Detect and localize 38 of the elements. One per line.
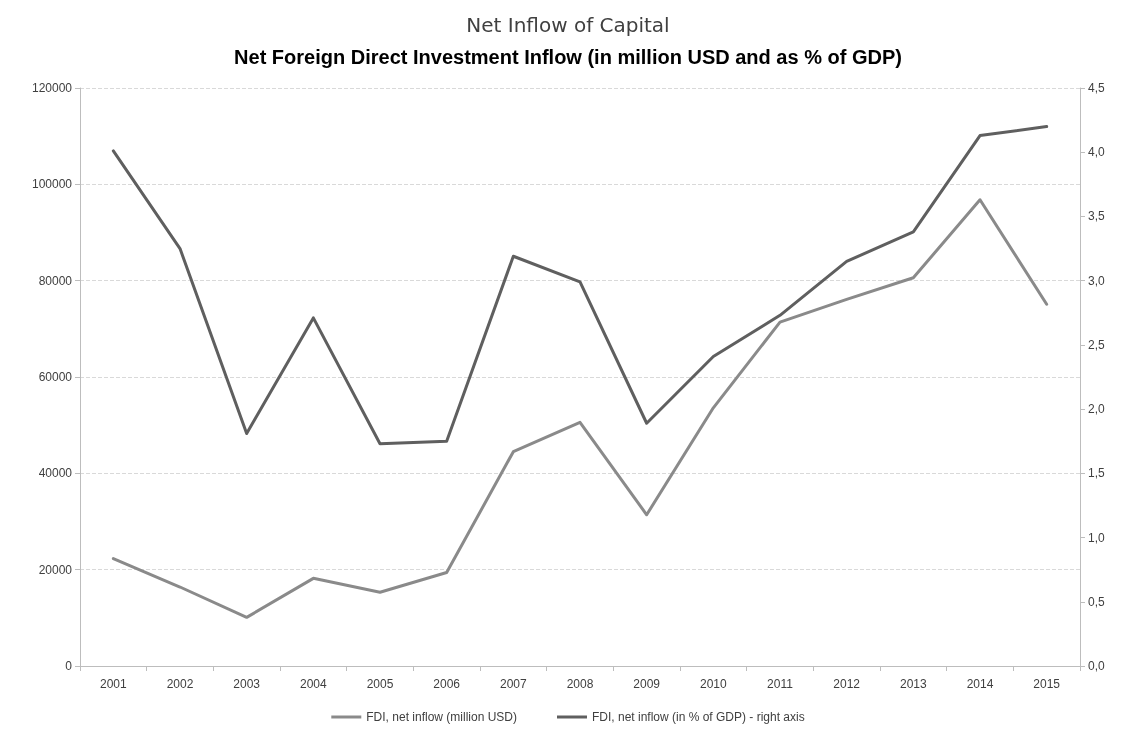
x-tick-label: 2012: [833, 677, 861, 691]
y-tick-label: 0: [65, 659, 73, 673]
y2-tick-label: 2,0: [1088, 402, 1106, 417]
y2-tick-label: 1,0: [1088, 530, 1106, 545]
x-tick-label: 2006: [433, 677, 461, 691]
x-tick-label: 2014: [966, 677, 994, 691]
x-tick-label: 2011: [767, 677, 794, 691]
y2-tick-label: 2,5: [1088, 337, 1106, 352]
chart-subtitle: Net Foreign Direct Investment Inflow (in million USD and as % of GDP): [234, 46, 902, 68]
x-tick-label: 2010: [699, 677, 727, 691]
y-tick-label: 100000: [31, 177, 73, 192]
x-tick-label: 2002: [166, 677, 194, 691]
legend-label: FDI, net inflow (million USD): [366, 710, 517, 724]
x-tick-label: 2004: [299, 677, 327, 691]
line-series: [111, 198, 1049, 619]
x-tick-label: 2003: [233, 677, 261, 691]
chart-title: Net Inflow of Capital: [466, 13, 670, 37]
y-tick-label: 20000: [38, 562, 73, 577]
y2-tick-label: 4,5: [1088, 81, 1106, 95]
y-tick-label: 80000: [38, 273, 73, 288]
y-tick-label: 60000: [38, 370, 73, 384]
y2-tick-label: 3,5: [1088, 209, 1106, 224]
x-tick-label: 2015: [1033, 677, 1061, 691]
y2-tick-label: 0,0: [1088, 659, 1106, 673]
x-tick-label: 2013: [899, 677, 927, 691]
x-tick-label: 2001: [99, 677, 127, 691]
y-tick-label: 40000: [38, 466, 73, 481]
x-tick-label: 2007: [499, 677, 527, 691]
x-tick-label: 2005: [366, 677, 394, 691]
y-tick-label: 120000: [31, 81, 73, 95]
y2-tick-label: 3,0: [1088, 273, 1106, 288]
y2-tick-label: 1,5: [1088, 466, 1106, 481]
legend-label: FDI, net inflow (in % of GDP) - right axis: [591, 710, 805, 724]
line-series: [111, 125, 1049, 446]
x-tick-label: 2009: [633, 677, 661, 691]
y2-tick-label: 4,0: [1088, 145, 1106, 160]
x-tick-label: 2008: [566, 677, 594, 691]
y2-tick-label: 0,5: [1088, 594, 1106, 609]
